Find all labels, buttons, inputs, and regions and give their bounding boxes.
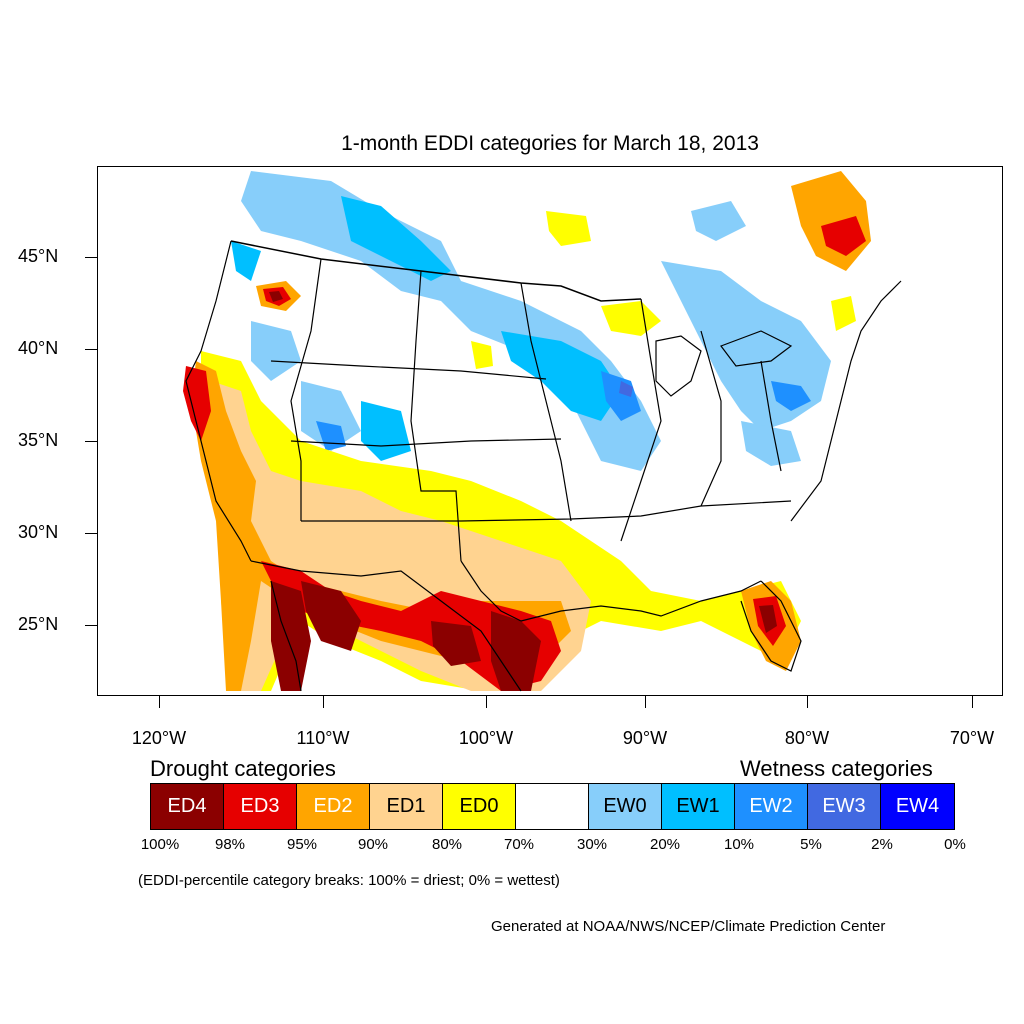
legend-box-ew4: EW4	[881, 784, 954, 829]
legend-box-ew0: EW0	[589, 784, 662, 829]
legend-label: EW1	[676, 795, 720, 817]
lon-label-110w: 110°W	[296, 728, 350, 748]
legend-label: ED2	[313, 795, 353, 817]
legend-label: ED0	[459, 795, 499, 817]
lon-label-120w: 120°W	[131, 728, 187, 748]
lat-tick	[85, 257, 97, 258]
lon-label-100w: 100°W	[458, 728, 514, 748]
legend-label: ED3	[240, 795, 280, 817]
legend-break: 90%	[357, 836, 389, 853]
lat-tick	[85, 625, 97, 626]
legend-break: 30%	[576, 836, 608, 853]
legend-box-ew2: EW2	[735, 784, 808, 829]
eddi-map	[183, 171, 902, 692]
legend-break: 98%	[214, 836, 246, 853]
legend-label: EW0	[603, 795, 647, 817]
dry-regions	[183, 171, 871, 691]
lon-tick	[159, 696, 160, 708]
drought-heading: Drought categories	[150, 756, 336, 781]
wetness-heading: Wetness categories	[740, 756, 933, 781]
legend-break: 0%	[944, 836, 966, 853]
legend-label: EW4	[895, 795, 940, 817]
lat-label-35: 35°N	[18, 430, 59, 450]
legend-break: 80%	[431, 836, 463, 853]
map-title: 1-month EDDI categories for March 18, 20…	[341, 132, 759, 155]
breaks-note: (EDDI-percentile category breaks: 100% =…	[138, 872, 560, 889]
legend-box-ed0: ED0	[443, 784, 516, 829]
map-frame	[97, 166, 1003, 696]
legend-box-neutral	[516, 784, 589, 829]
lat-tick	[85, 533, 97, 534]
legend-label: ED4	[167, 795, 207, 817]
legend-break: 70%	[503, 836, 535, 853]
legend-break: 100%	[140, 836, 180, 853]
legend-break: 2%	[871, 836, 893, 853]
legend-box-ed2: ED2	[297, 784, 370, 829]
credit-line: Generated at NOAA/NWS/NCEP/Climate Predi…	[491, 918, 886, 935]
lat-label-30: 30°N	[18, 522, 59, 542]
legend-box-ed1: ED1	[370, 784, 443, 829]
legend-box-ed4: ED4	[151, 784, 224, 829]
legend-break: 10%	[723, 836, 755, 853]
legend-bar: ED4 ED3 ED2 ED1 ED0 EW0 EW1 EW2 EW3 EW4	[150, 783, 955, 830]
boundaries	[185, 240, 902, 692]
legend-label: ED1	[386, 795, 426, 817]
lat-label-40: 40°N	[18, 338, 59, 358]
legend-break: 20%	[649, 836, 681, 853]
legend-box-ed3: ED3	[224, 784, 297, 829]
lon-label-80w: 80°W	[784, 728, 830, 748]
legend-box-ew3: EW3	[808, 784, 881, 829]
lon-label-70w: 70°W	[949, 728, 995, 748]
lon-tick	[972, 696, 973, 708]
lon-label-90w: 90°W	[622, 728, 668, 748]
legend-break: 5%	[800, 836, 822, 853]
lon-tick	[323, 696, 324, 708]
legend-box-ew1: EW1	[662, 784, 735, 829]
lon-tick	[807, 696, 808, 708]
lon-tick	[645, 696, 646, 708]
wet-regions	[231, 171, 831, 471]
lat-label-25: 25°N	[18, 614, 59, 634]
lon-tick	[486, 696, 487, 708]
lat-tick	[85, 441, 97, 442]
lat-label-45: 45°N	[18, 246, 59, 266]
legend-label: EW2	[749, 795, 793, 817]
legend-label: EW3	[822, 795, 866, 817]
lat-tick	[85, 349, 97, 350]
legend-break: 95%	[286, 836, 318, 853]
